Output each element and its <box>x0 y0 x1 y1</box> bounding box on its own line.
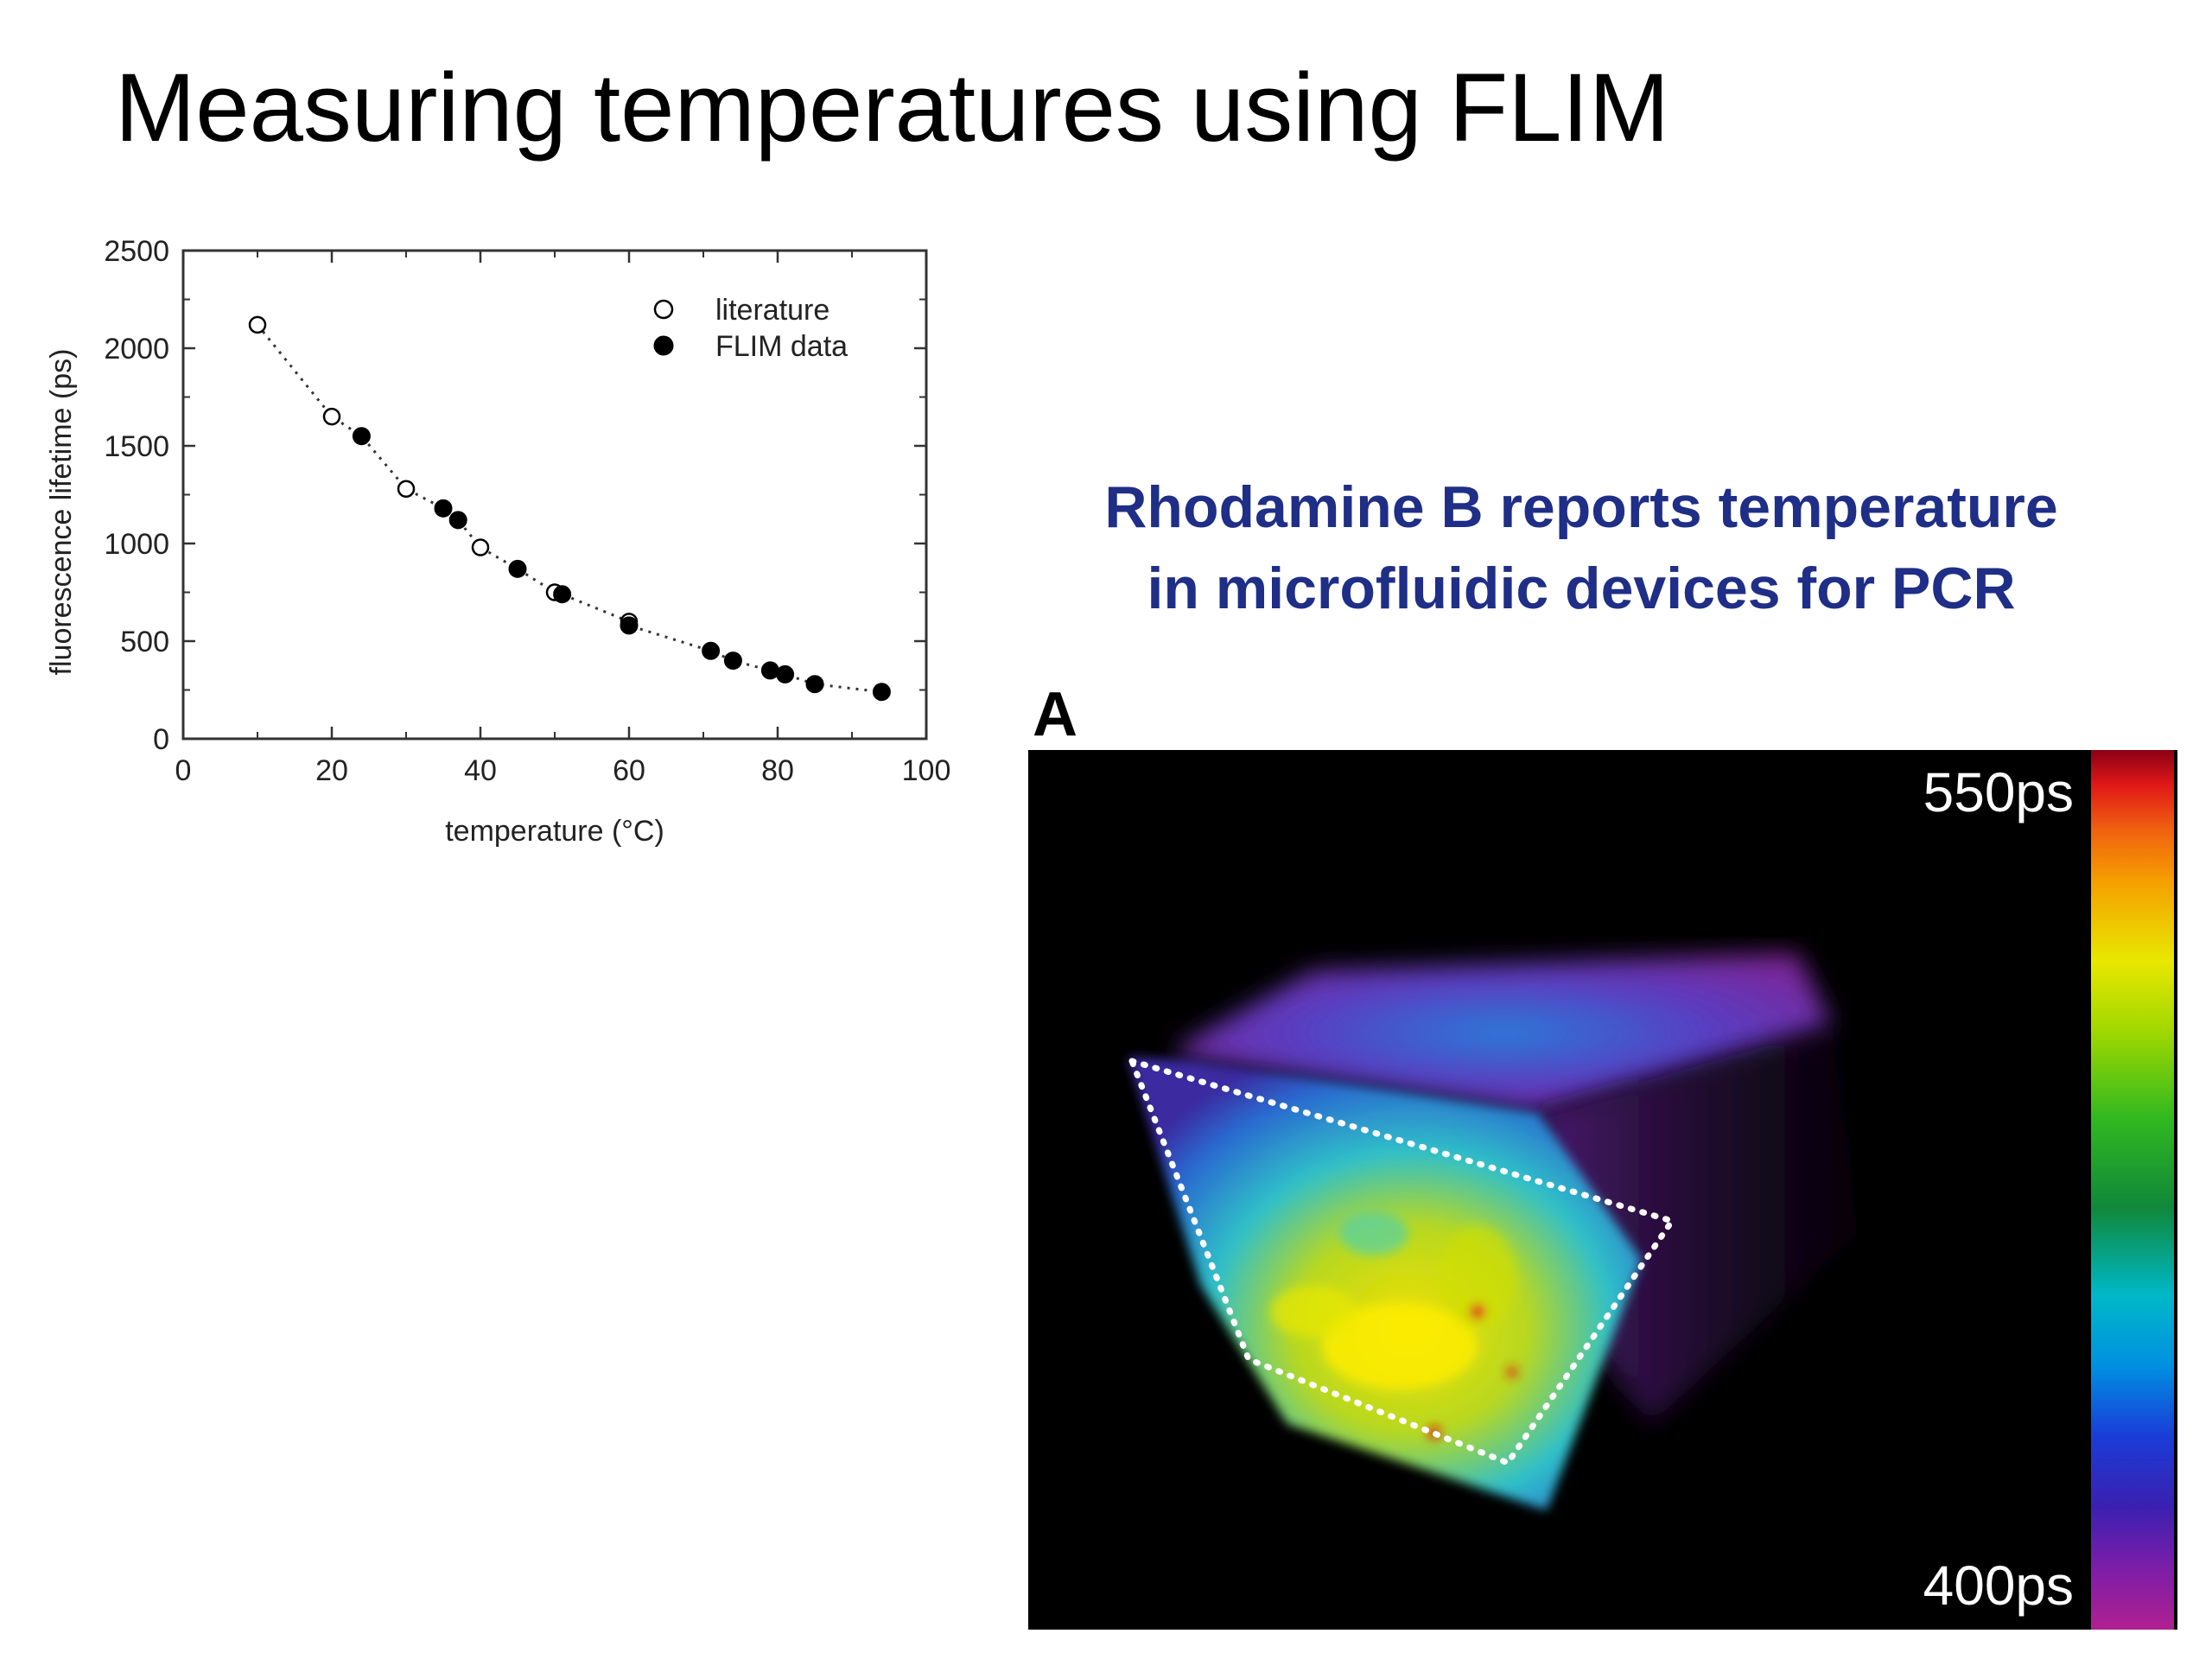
y-tick-label: 2500 <box>104 235 169 268</box>
literature-point <box>397 480 416 498</box>
chamber-side-face <box>1538 1027 1858 1424</box>
subtitle-line-2: in microfluidic devices for PCR <box>1147 556 2016 621</box>
x-axis-label: temperature (°C) <box>445 815 664 848</box>
flim-data-point <box>805 675 824 694</box>
literature-point <box>322 407 341 426</box>
chamber-top-face <box>1175 953 1832 1113</box>
colorbar-min-label: 400ps <box>1923 1554 2074 1617</box>
legend-entry: FLIM data <box>715 330 848 363</box>
microfluidic-chamber-render <box>1127 953 1858 1510</box>
colorbar-max-label: 550ps <box>1923 761 2074 823</box>
literature-point <box>248 315 267 334</box>
flim-lifetime-image: 550ps 400ps <box>1028 750 2177 1630</box>
subtitle-line-1: Rhodamine B reports temperature <box>1104 474 2058 540</box>
y-tick-label: 0 <box>153 723 169 756</box>
legend-marker <box>653 335 674 356</box>
subtitle: Rhodamine B reports temperature in micro… <box>1011 467 2152 629</box>
x-tick-label: 40 <box>464 754 497 787</box>
flim-data-point <box>448 511 467 530</box>
flim-data-point <box>352 427 371 446</box>
fit-curve <box>256 323 882 694</box>
flim-data-point <box>553 585 572 604</box>
y-axis-label: fluorescence lifetime (ps) <box>45 349 78 676</box>
x-tick-label: 80 <box>761 754 794 787</box>
y-tick-label: 500 <box>120 626 169 658</box>
flim-data-point <box>723 652 742 671</box>
flim-data-point <box>872 683 891 702</box>
legend-marker <box>653 299 674 320</box>
x-tick-label: 20 <box>315 754 348 787</box>
hotspot-speckles <box>1270 1212 1517 1439</box>
literature-point <box>471 538 490 556</box>
flim-data-point <box>508 559 527 578</box>
slide-title: Measuring temperatures using FLIM <box>115 54 1669 162</box>
selection-outline <box>1127 1056 1677 1467</box>
y-tick-label: 2000 <box>104 333 169 365</box>
legend-entry: literature <box>715 294 830 327</box>
y-tick-label: 1500 <box>104 430 169 463</box>
x-tick-label: 60 <box>613 754 645 787</box>
panel-label: A <box>1033 680 1077 749</box>
flim-data-point <box>620 616 639 635</box>
flim-data-point <box>702 641 721 660</box>
lifetime-colorbar <box>2091 750 2174 1630</box>
flim-data-point <box>776 664 795 683</box>
y-tick-label: 1000 <box>104 528 169 561</box>
chamber-front-face <box>1128 1057 1642 1510</box>
flim-data-point <box>434 499 453 518</box>
x-tick-label: 100 <box>902 754 951 787</box>
x-tick-label: 0 <box>175 754 192 787</box>
